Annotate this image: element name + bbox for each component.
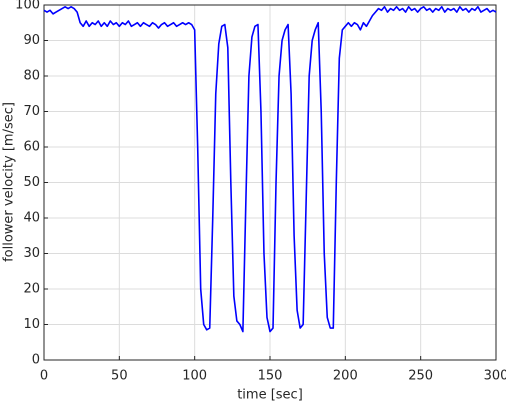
- x-tick-label: 0: [40, 369, 48, 384]
- y-tick-label: 30: [23, 246, 40, 261]
- x-tick-label: 100: [182, 369, 207, 384]
- y-tick-label: 70: [23, 104, 40, 119]
- x-axis-label: time [sec]: [237, 388, 303, 403]
- y-tick-label: 40: [23, 211, 40, 226]
- y-tick-label: 80: [23, 69, 40, 84]
- y-tick-label: 90: [23, 33, 40, 48]
- x-tick-label: 250: [408, 369, 433, 384]
- y-tick-label: 0: [32, 353, 40, 368]
- y-tick-label: 100: [15, 0, 40, 13]
- data-line: [43, 5, 497, 333]
- y-axis-label: follower velocity [m/sec]: [2, 102, 17, 262]
- y-tick-label: 20: [23, 282, 40, 297]
- x-tick-label: 300: [484, 369, 506, 384]
- y-tick-label: 60: [23, 140, 40, 155]
- x-tick-label: 200: [333, 369, 358, 384]
- y-tick-label: 10: [23, 317, 40, 332]
- x-tick-label: 50: [111, 369, 128, 384]
- y-tick-label: 50: [23, 175, 40, 190]
- x-tick-label: 150: [258, 369, 283, 384]
